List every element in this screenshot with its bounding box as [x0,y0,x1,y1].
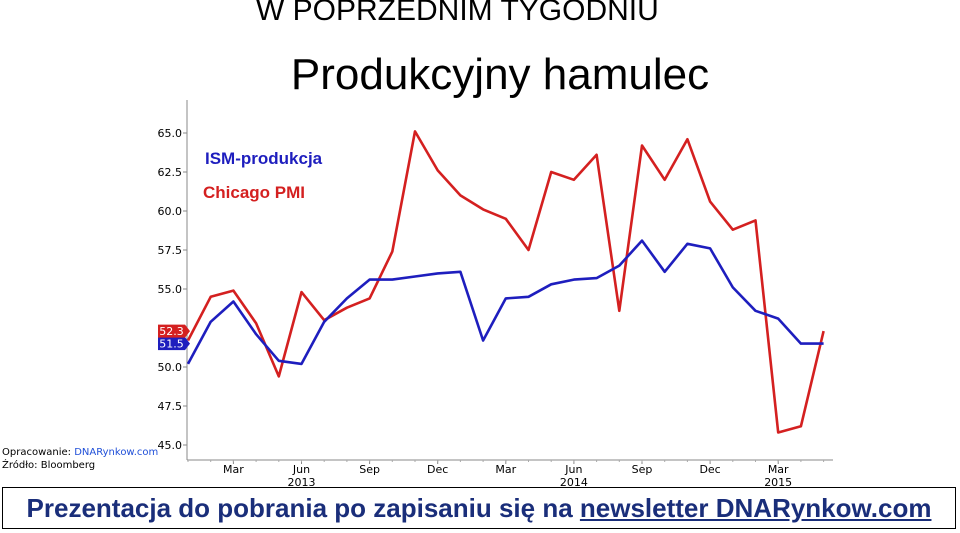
y-tick-label: 57.5 [158,244,183,257]
y-tick-label: 50.0 [158,361,183,374]
x-tick-label: Mar [223,463,244,476]
x-tick-label: Jun [564,463,582,476]
x-tick-label: Mar [495,463,516,476]
x-tick-label: Dec [427,463,448,476]
x-tick-year-label: 2015 [764,476,792,489]
credits-prefix: Opracowanie: [2,447,75,458]
y-tick-label: 47.5 [158,400,183,413]
credits-brand: DNARynkow.com [74,447,159,458]
y-tick-label: 60.0 [158,205,183,218]
last-value-label: 51.5 [159,338,184,351]
top-banner: W POPRZEDNIM TYGODNIU [256,0,659,27]
last-value-badge [158,324,185,338]
last-value-label: 52.3 [159,325,184,338]
y-tick-label: 62.5 [158,166,183,179]
page-title: Produkcyjny hamulec [290,50,710,99]
x-tick-label: Sep [359,463,380,476]
y-tick-label: 65.0 [158,127,183,140]
last-value-badge-arrow [185,324,190,338]
series-line-chicago [186,130,825,434]
last-value-badge [158,337,185,351]
x-tick-label: Jun [292,463,310,476]
x-tick-label: Sep [632,463,653,476]
x-tick-year-label: 2013 [288,476,316,489]
newsletter-link[interactable]: newsletter DNARynkow.com [579,493,932,523]
footer-banner: Prezentacja do pobrania po zapisaniu się… [2,487,956,529]
last-value-badge-arrow [185,337,190,351]
credits: Opracowanie: DNARynkow.com Źródło: Bloom… [2,446,158,472]
y-tick-label: 45.0 [158,439,183,452]
y-tick-label: 55.0 [158,283,183,296]
x-tick-year-label: 2014 [560,476,588,489]
credits-source: Źródło: Bloomberg [2,460,96,471]
legend-ism: ISM-produkcja [205,149,323,168]
series-line-ism [186,239,824,366]
x-tick-label: Mar [768,463,789,476]
x-tick-label: Dec [699,463,720,476]
footer-text: Prezentacja do pobrania po zapisaniu się… [26,493,580,523]
legend-chicago: Chicago PMI [203,183,305,202]
